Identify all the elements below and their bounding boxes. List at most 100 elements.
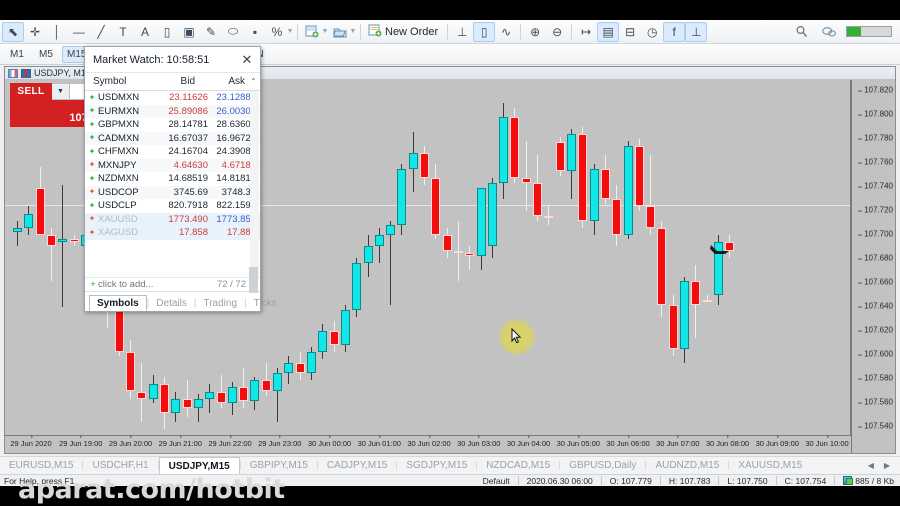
chat-icon[interactable] (818, 22, 840, 42)
pointer-tool-icon[interactable]: ✎ (205, 24, 217, 39)
time-tick: 30 Jun 04:00 (506, 435, 551, 448)
status-network[interactable]: 885 / 8 Kb (843, 476, 894, 486)
indicators-icon[interactable]: f (663, 21, 686, 42)
chevron-left-icon[interactable]: ◀ (867, 461, 874, 470)
candlestick-chart-icon[interactable]: ▯ (473, 21, 496, 42)
symbol-bid: 24.16704 (168, 146, 208, 158)
close-icon[interactable]: ✕ (241, 51, 253, 67)
symbol-ask: 24.39086 (216, 146, 256, 158)
symbol-ask: 3748.38 (221, 186, 256, 198)
market-watch-tab-symbols[interactable]: Symbols (89, 295, 147, 311)
chart-tab-gbpipy-m15[interactable]: GBPIPY,M15 (249, 460, 308, 471)
chart-window-icon (8, 68, 18, 78)
column-header-ask[interactable]: Ask (228, 76, 245, 87)
chart-tab-audnzd-m15[interactable]: AUDNZD,M15 (655, 460, 720, 471)
market-watch-row[interactable]: ✦ XAUUSD 1773.490 1773.850 (85, 212, 260, 226)
symbol-bid: 820.7918 (168, 200, 208, 212)
cursor-icon[interactable]: ⬉ (2, 21, 24, 42)
new-chart-caret-icon[interactable]: ▼ (321, 28, 329, 35)
toolbar-separator (360, 23, 361, 40)
market-watch-row[interactable]: ✦ XAGUSD 17.858 17.881 (85, 226, 260, 240)
time-axis[interactable]: 29 Jun 2020 29 Jun 19:00 29 Jun 20:00 29 Ju… (5, 435, 851, 453)
vertical-line-icon[interactable]: │ (53, 24, 61, 39)
market-watch-row[interactable]: ✦ NZDMXN 14.68519 14.81817 (85, 172, 260, 186)
line-chart-icon[interactable]: ∿ (501, 24, 512, 39)
chart-tab-sgdjpy-m15[interactable]: SGDJPY,M15 (406, 460, 468, 471)
time-tick: 30 Jun 07:00 (656, 435, 700, 448)
crosshair-icon[interactable]: ✛ (29, 24, 41, 39)
zoom-in-icon[interactable]: ⊕ (530, 24, 541, 39)
search-icon[interactable] (790, 22, 812, 42)
chart-tab-separator (645, 461, 647, 470)
status-low: L: 107.750 (727, 475, 768, 486)
bar-chart-icon[interactable]: ⊥ (456, 24, 468, 39)
chart-shift-icon[interactable]: ▤ (597, 21, 620, 42)
timeframe-m5[interactable]: M5 (39, 48, 53, 60)
time-tick: 29 Jun 21:00 (158, 435, 202, 448)
market-watch-symbol-list[interactable]: ✦ USDMXN 23.11626 23.12884 ✦ EURMXN 25.89086 26… (85, 91, 260, 277)
column-header-symbol[interactable]: Symbol (93, 76, 127, 87)
new-chart-icon[interactable] (301, 22, 323, 42)
price-tick: 107.560 (858, 397, 893, 407)
open-chart-caret-icon[interactable]: ▼ (349, 28, 357, 35)
rectangle-icon[interactable]: ▪ (252, 24, 258, 39)
sell-button[interactable]: SELL (10, 83, 52, 100)
market-watch-row[interactable]: ✦ USDCLP 820.7918 822.1596 (85, 199, 260, 213)
period-separator-icon[interactable]: ◷ (646, 24, 658, 39)
market-watch-row[interactable]: ✦ USDCOP 3745.69 3748.38 (85, 185, 260, 199)
new-order-label: New Order (385, 25, 439, 38)
chart-tab-xauusd-m15[interactable]: XAUUSD,M15 (738, 460, 803, 471)
time-tick: 29 Jun 23:00 (258, 435, 302, 448)
horizontal-line-icon[interactable]: — (73, 24, 85, 39)
chevron-down-icon[interactable]: ▼ (52, 83, 70, 100)
market-watch-tab-trading[interactable]: Trading (203, 298, 238, 309)
chart-tab-usdchf-h1[interactable]: USDCHF,H1 (92, 460, 149, 471)
chevron-right-icon[interactable]: ▶ (883, 461, 890, 470)
market-watch-row[interactable]: ✦ MXNJPY 4.64630 4.67180 (85, 158, 260, 172)
rectangle-label-icon[interactable]: ▣ (183, 24, 195, 39)
tile-windows-icon[interactable]: ⊟ (625, 24, 636, 39)
text-icon[interactable]: A (140, 24, 149, 39)
fibonacci-icon[interactable]: % (271, 24, 283, 39)
column-header-bid[interactable]: Bid (180, 76, 195, 87)
symbol-status-icon: ✦ (88, 133, 96, 143)
price-tick: 107.540 (858, 421, 893, 431)
status-profile[interactable]: Default (482, 475, 510, 486)
price-tick: 107.760 (858, 157, 893, 167)
connection-strength-bar[interactable] (846, 26, 892, 37)
open-chart-icon[interactable] (329, 22, 351, 42)
market-watch-tab-details[interactable]: Details (156, 298, 187, 309)
timeframe-m1[interactable]: M1 (10, 48, 24, 60)
market-watch-row[interactable]: ✦ CHFMXN 24.16704 24.39086 (85, 145, 260, 159)
chart-tab-usdjpy-m15[interactable]: USDJPY,M15 (158, 457, 240, 474)
symbol-bid: 3745.69 (173, 186, 208, 198)
market-watch-window[interactable]: Market Watch: 10:58:51 ✕ Symbol Bid Ask … (84, 46, 277, 312)
chart-tab-gbpusd-daily[interactable]: GBPUSD,Daily (569, 460, 637, 471)
text-label-icon[interactable]: T (119, 24, 127, 39)
auto-scroll-icon[interactable]: ↦ (581, 24, 592, 39)
main-toolbar: ⬉ ✛ │ — ╱ T A ▯ ▣ ✎ ⬭ ▪% ▼ ▼ ▼ New Order ⊥ ▯ ∿ ⊕ ⊖ ↦ ▤ ⊟ ◷… (0, 20, 900, 44)
ellipse-icon[interactable]: ⬭ (227, 24, 239, 38)
symbol-status-icon: ✦ (88, 227, 96, 237)
chevron-up-icon[interactable]: ⌃ (250, 77, 257, 86)
price-axis[interactable]: 107.820 107.800 107.780 107.760 107.740 107.7… (851, 80, 895, 453)
market-watch-scrollbar[interactable] (249, 91, 259, 293)
chart-tab-nzdcad-m15[interactable]: NZDCAD,M15 (486, 460, 551, 471)
symbol-status-icon: ✦ (88, 106, 96, 116)
scrollbar-thumb[interactable] (249, 267, 258, 293)
fibonacci-caret-icon[interactable]: ▼ (286, 28, 294, 35)
grid-icon[interactable]: ⊥ (685, 21, 708, 42)
chart-tab-eurusd-m15[interactable]: EURUSD,M15 (9, 460, 74, 471)
zoom-out-icon[interactable]: ⊖ (552, 24, 563, 39)
market-watch-add-row[interactable]: + click to add... 72 / 72 (85, 277, 260, 291)
chart-tab-cadjpy-m15[interactable]: CADJPY,M15 (326, 460, 388, 471)
network-icon (843, 476, 854, 485)
channel-icon[interactable]: ▯ (163, 24, 171, 39)
market-watch-row[interactable]: ✦ USDMXN 23.11626 23.12884 (85, 91, 260, 105)
market-watch-row[interactable]: ✦ CADMXN 16.67037 16.96726 (85, 131, 260, 145)
market-watch-row[interactable]: ✦ GBPMXN 28.14781 28.63601 (85, 118, 260, 132)
trendline-icon[interactable]: ╱ (97, 24, 105, 39)
market-watch-row[interactable]: ✦ EURMXN 25.89086 26.00301 (85, 104, 260, 118)
new-order-button[interactable]: New Order (364, 22, 444, 42)
market-watch-tab-ticks[interactable]: Ticks (253, 298, 277, 309)
